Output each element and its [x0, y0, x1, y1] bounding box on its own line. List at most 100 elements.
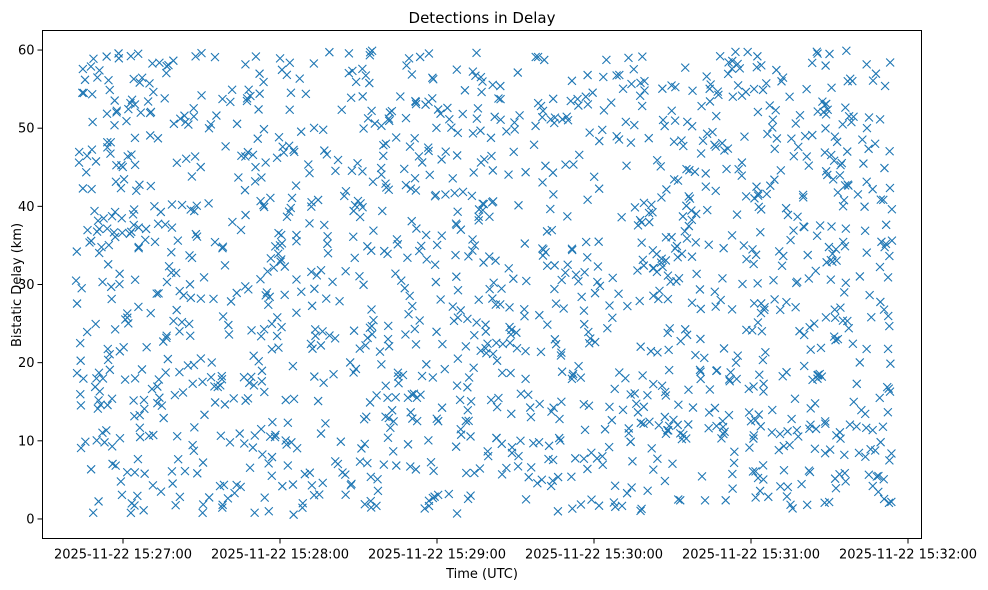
detection-point — [130, 133, 140, 143]
detection-point — [547, 225, 557, 235]
detection-point — [821, 99, 831, 109]
detection-point — [536, 101, 546, 111]
detection-point — [514, 200, 523, 210]
detection-point — [557, 275, 567, 285]
detection-point — [289, 510, 299, 520]
detection-point — [349, 368, 358, 377]
detection-point — [798, 193, 808, 202]
detection-point — [783, 427, 793, 436]
detection-point — [574, 276, 583, 286]
detection-point — [472, 114, 482, 124]
detection-point — [94, 248, 104, 258]
detection-point — [355, 457, 365, 467]
detection-point — [366, 472, 376, 482]
detection-point — [711, 111, 721, 121]
detection-point — [887, 204, 897, 214]
detection-point — [130, 100, 140, 109]
detection-point — [770, 295, 780, 304]
detection-point — [422, 254, 432, 264]
detection-point — [412, 393, 422, 403]
detection-point — [560, 268, 570, 278]
detection-point — [756, 205, 766, 214]
detection-point — [786, 500, 795, 510]
detection-point — [879, 305, 889, 314]
detection-point — [667, 81, 676, 90]
detection-point — [838, 316, 848, 326]
detection-point — [583, 464, 592, 474]
detection-point — [366, 496, 376, 506]
detection-point — [697, 471, 707, 481]
detection-point — [337, 105, 347, 115]
detection-point — [373, 486, 383, 496]
detection-point — [365, 50, 375, 60]
detection-point — [820, 498, 830, 508]
detection-point — [102, 224, 112, 234]
detection-point — [129, 74, 139, 84]
detection-point — [782, 492, 792, 501]
detection-point — [404, 309, 413, 319]
detection-point — [116, 477, 126, 486]
detection-point — [767, 428, 777, 437]
detection-point — [458, 109, 468, 119]
detection-point — [583, 70, 592, 80]
detection-point — [548, 94, 558, 104]
detection-point — [848, 339, 858, 349]
detection-point — [94, 396, 103, 405]
detection-point — [701, 169, 711, 178]
detection-point — [749, 259, 759, 269]
detection-point — [186, 293, 196, 303]
detection-point — [763, 129, 772, 139]
detection-point — [152, 382, 162, 391]
detection-point — [860, 452, 870, 462]
detection-point — [106, 282, 116, 292]
detection-point — [271, 430, 280, 440]
detection-point — [361, 340, 370, 350]
detection-point — [854, 448, 864, 458]
detection-point — [367, 46, 377, 56]
detection-point — [476, 126, 485, 136]
detection-point — [273, 249, 283, 259]
detection-point — [574, 150, 584, 160]
detection-point — [110, 96, 120, 105]
detection-point — [360, 499, 370, 509]
detection-point — [883, 272, 893, 282]
detection-point — [289, 394, 299, 404]
detection-point — [415, 52, 425, 62]
detection-point — [830, 132, 840, 142]
detection-point — [262, 288, 272, 297]
detection-point — [533, 52, 543, 62]
detection-point — [467, 191, 477, 201]
detection-point — [235, 429, 245, 438]
detection-point — [406, 407, 416, 417]
detection-point — [498, 339, 508, 349]
detection-point — [556, 397, 566, 407]
detection-point — [96, 400, 105, 410]
detection-point — [749, 84, 759, 94]
detection-point — [502, 127, 511, 136]
detection-point — [644, 217, 654, 227]
detection-point — [405, 462, 415, 471]
detection-point — [364, 78, 374, 88]
detection-point — [875, 262, 885, 272]
detection-point — [115, 269, 124, 279]
detection-point — [660, 412, 670, 422]
detection-point — [841, 477, 851, 486]
detection-point — [884, 455, 894, 465]
detection-point — [78, 64, 88, 74]
detection-point — [321, 294, 331, 304]
detection-point — [663, 294, 673, 304]
detection-point — [528, 438, 538, 448]
detection-point — [267, 452, 277, 462]
detection-point — [555, 414, 564, 424]
detection-point — [627, 79, 636, 89]
detection-point — [276, 255, 286, 264]
detection-point — [196, 354, 206, 363]
detection-point — [126, 51, 136, 61]
detection-point — [492, 433, 501, 443]
detection-point — [505, 322, 514, 332]
detection-point — [727, 64, 737, 74]
detection-point — [256, 196, 265, 206]
detection-point — [719, 429, 728, 439]
detection-point — [384, 116, 394, 126]
detection-point — [227, 85, 237, 95]
